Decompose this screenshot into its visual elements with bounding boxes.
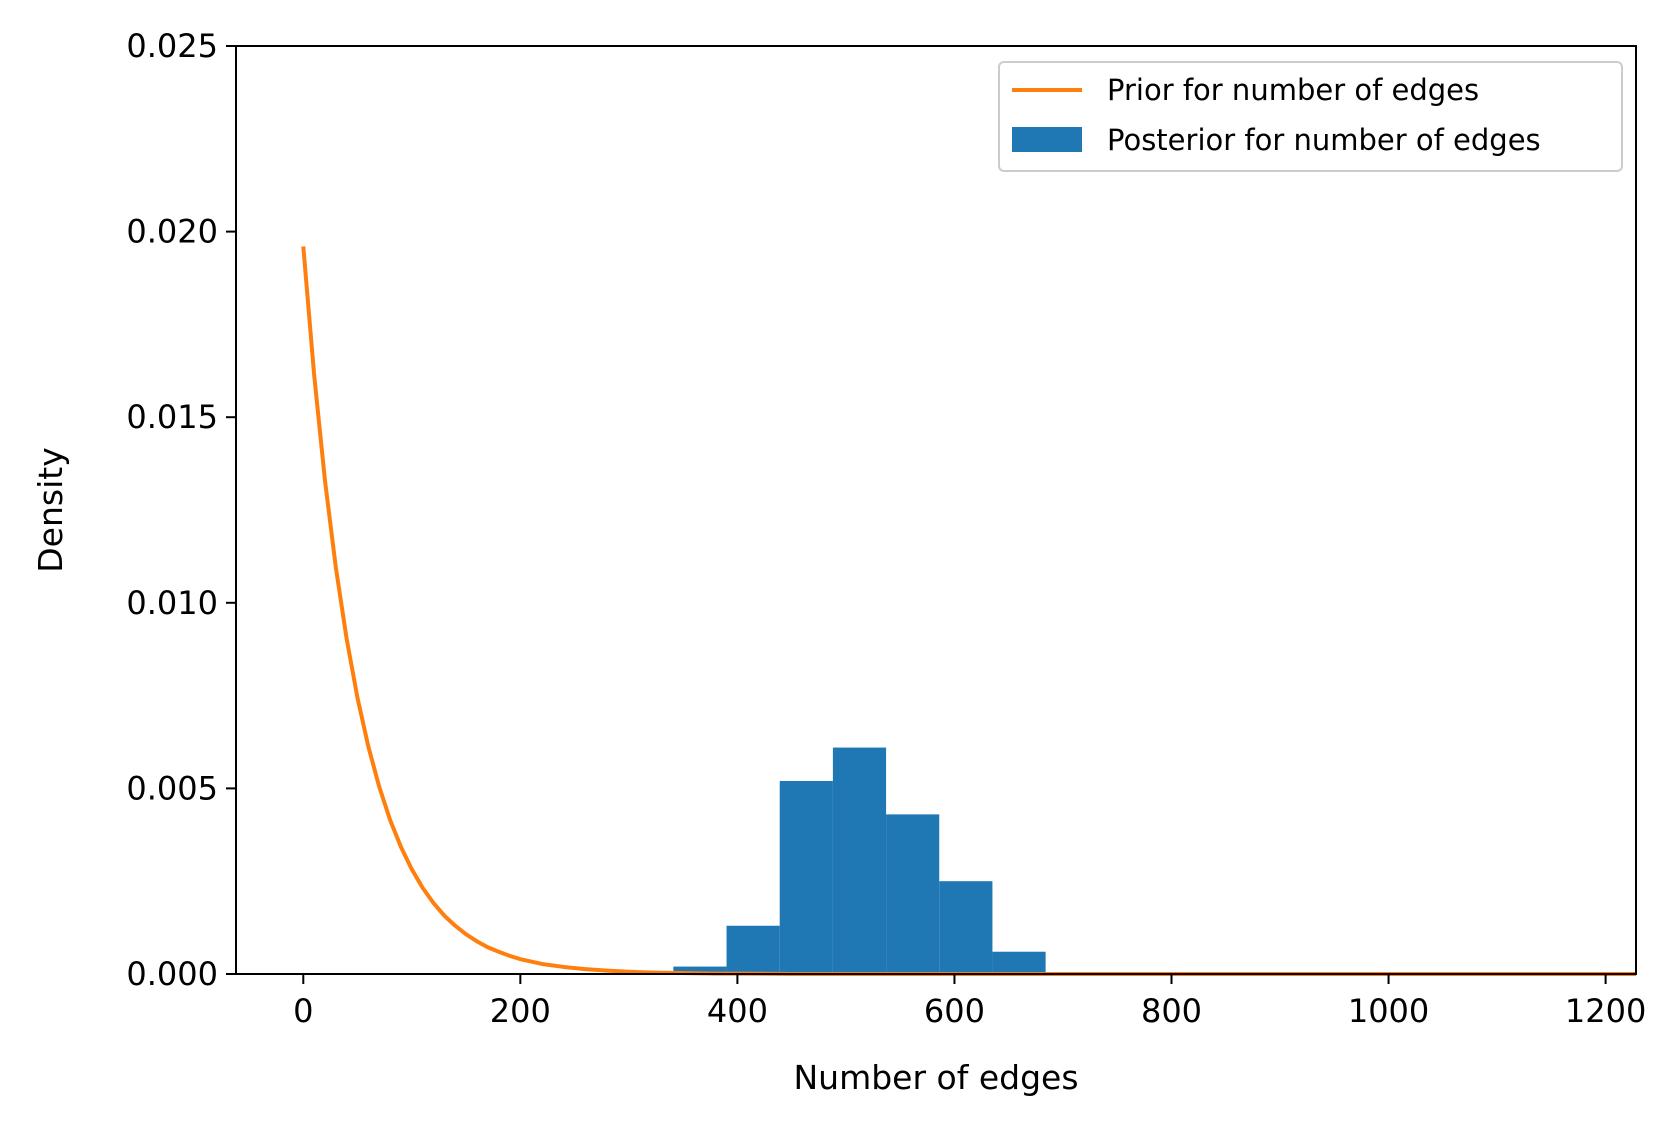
posterior-bar [726,925,780,974]
x-tick-label: 600 [924,992,985,1030]
posterior-bar [673,966,727,974]
posterior-bar [992,951,1046,974]
y-tick-label: 0.020 [126,213,218,251]
x-tick-label: 800 [1141,992,1202,1030]
y-tick-label: 0.000 [126,955,218,993]
y-tick-label: 0.025 [126,27,218,65]
y-tick-label: 0.005 [126,769,218,807]
axes-frame [235,45,1637,975]
x-axis: 0 200 400 600 800 1000 1200 [293,974,1646,1030]
x-axis-label: Number of edges [793,1058,1078,1097]
posterior-bar [779,780,833,974]
legend-box [998,61,1623,172]
histogram-bars [673,747,1046,974]
y-tick-label: 0.010 [126,584,218,622]
posterior-bar [832,747,887,974]
posterior-bar [939,881,993,974]
x-tick-label: 1200 [1565,992,1646,1030]
prior-line [301,246,1636,976]
x-tick-label: 400 [707,992,768,1030]
legend: Prior for number of edges Posterior for … [998,61,1623,172]
y-axis: 0.000 0.005 0.010 0.015 0.020 0.025 [126,27,236,993]
prior-line-group [301,246,1636,976]
y-tick-label: 0.015 [126,398,218,436]
legend-label-prior: Prior for number of edges [1107,73,1479,107]
x-tick-label: 200 [490,992,551,1030]
x-tick-label: 0 [293,992,313,1030]
legend-swatch-posterior [1012,127,1082,152]
x-tick-label: 1000 [1348,992,1429,1030]
posterior-bar [886,814,940,974]
legend-label-posterior: Posterior for number of edges [1107,123,1541,157]
y-axis-label: Density [31,447,70,572]
